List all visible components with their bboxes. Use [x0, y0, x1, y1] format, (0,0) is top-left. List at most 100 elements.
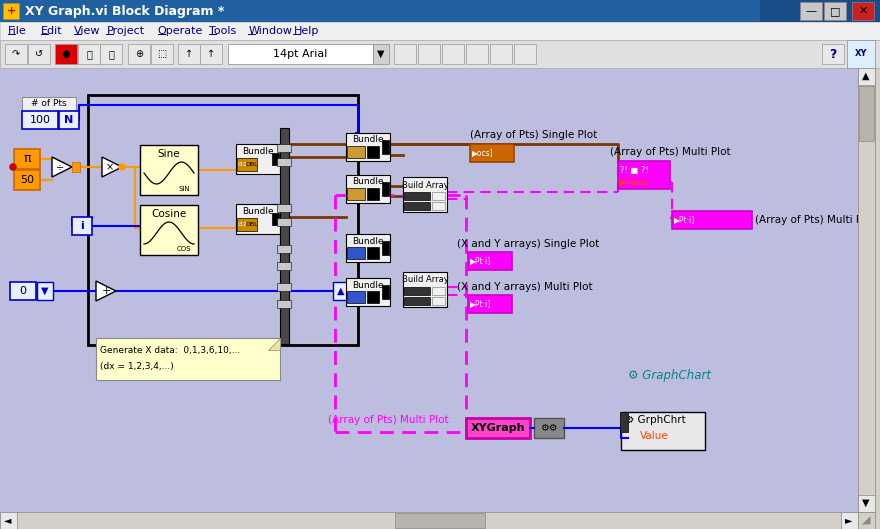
- Text: (Array of Pts) Multi Plot: (Array of Pts) Multi Plot: [328, 415, 449, 425]
- Text: □: □: [830, 6, 840, 16]
- FancyBboxPatch shape: [395, 513, 485, 528]
- Text: Sine: Sine: [158, 149, 180, 159]
- Text: File: File: [8, 26, 26, 36]
- FancyBboxPatch shape: [394, 44, 416, 64]
- Text: +: +: [6, 6, 16, 16]
- FancyBboxPatch shape: [672, 211, 752, 229]
- FancyBboxPatch shape: [277, 245, 291, 253]
- FancyBboxPatch shape: [236, 144, 280, 174]
- FancyBboxPatch shape: [470, 144, 514, 162]
- FancyBboxPatch shape: [37, 282, 53, 300]
- Text: Project: Project: [106, 26, 144, 36]
- Text: (Array of Pts) Multi Plot: (Array of Pts) Multi Plot: [610, 147, 730, 157]
- FancyBboxPatch shape: [237, 218, 257, 231]
- FancyBboxPatch shape: [382, 241, 389, 255]
- Text: ↺: ↺: [35, 49, 43, 59]
- FancyBboxPatch shape: [367, 247, 379, 259]
- FancyBboxPatch shape: [93, 100, 353, 340]
- FancyBboxPatch shape: [0, 0, 880, 22]
- FancyBboxPatch shape: [858, 512, 875, 529]
- Text: Cosine: Cosine: [151, 209, 187, 219]
- FancyBboxPatch shape: [432, 287, 445, 295]
- FancyBboxPatch shape: [347, 291, 365, 303]
- Text: XY: XY: [854, 50, 868, 59]
- Text: XY Graph.vi Block Diagram *: XY Graph.vi Block Diagram *: [25, 5, 224, 17]
- FancyBboxPatch shape: [404, 287, 430, 295]
- Text: ⚙ GraphChart: ⚙ GraphChart: [628, 369, 711, 382]
- Circle shape: [119, 164, 125, 170]
- FancyBboxPatch shape: [140, 145, 198, 195]
- FancyBboxPatch shape: [178, 44, 200, 64]
- FancyBboxPatch shape: [22, 111, 58, 129]
- Text: ↑: ↑: [207, 49, 215, 59]
- Text: Operate: Operate: [158, 26, 203, 36]
- FancyBboxPatch shape: [0, 68, 858, 512]
- Text: Build Array: Build Array: [401, 276, 449, 285]
- Text: ×: ×: [106, 162, 114, 172]
- Text: i: i: [80, 221, 84, 231]
- FancyBboxPatch shape: [22, 97, 76, 111]
- FancyBboxPatch shape: [621, 412, 705, 450]
- FancyBboxPatch shape: [822, 44, 844, 64]
- FancyBboxPatch shape: [0, 0, 760, 22]
- FancyBboxPatch shape: [346, 234, 390, 262]
- FancyBboxPatch shape: [88, 95, 358, 345]
- FancyBboxPatch shape: [382, 140, 389, 154]
- Text: ⚙⚙: ⚙⚙: [540, 423, 558, 433]
- FancyBboxPatch shape: [78, 44, 100, 64]
- Text: (Array of Pts) Multi Plot: (Array of Pts) Multi Plot: [755, 215, 876, 225]
- Text: ▶Pt·i]: ▶Pt·i]: [470, 299, 491, 308]
- Text: Tools: Tools: [209, 26, 237, 36]
- Text: ÷: ÷: [56, 162, 64, 172]
- FancyBboxPatch shape: [442, 44, 464, 64]
- FancyBboxPatch shape: [200, 44, 222, 64]
- Text: 50: 50: [20, 175, 34, 185]
- FancyBboxPatch shape: [418, 44, 440, 64]
- Text: ►: ►: [846, 515, 853, 525]
- FancyBboxPatch shape: [367, 188, 379, 200]
- FancyBboxPatch shape: [490, 44, 512, 64]
- FancyBboxPatch shape: [346, 133, 390, 161]
- FancyBboxPatch shape: [5, 44, 27, 64]
- FancyBboxPatch shape: [272, 153, 279, 165]
- Polygon shape: [96, 281, 116, 301]
- FancyBboxPatch shape: [277, 300, 291, 308]
- FancyBboxPatch shape: [151, 44, 173, 64]
- FancyBboxPatch shape: [347, 247, 365, 259]
- Text: Bundle: Bundle: [352, 178, 384, 187]
- FancyBboxPatch shape: [618, 161, 670, 189]
- FancyBboxPatch shape: [468, 295, 512, 313]
- Text: ▶Pt·i]: ▶Pt·i]: [674, 215, 695, 224]
- Text: Bundle: Bundle: [242, 147, 274, 156]
- FancyBboxPatch shape: [382, 285, 389, 299]
- FancyBboxPatch shape: [228, 44, 373, 64]
- Text: ▶Pt·i]: ▶Pt·i]: [470, 257, 491, 266]
- Text: ▼: ▼: [862, 498, 869, 508]
- FancyBboxPatch shape: [100, 44, 122, 64]
- Text: ?: ?: [829, 48, 837, 60]
- FancyBboxPatch shape: [277, 158, 291, 166]
- Text: (Array of Pts) Single Plot: (Array of Pts) Single Plot: [470, 130, 598, 140]
- FancyBboxPatch shape: [277, 218, 291, 226]
- FancyBboxPatch shape: [277, 144, 291, 152]
- Text: DBL: DBL: [246, 161, 259, 167]
- FancyBboxPatch shape: [280, 128, 289, 344]
- FancyBboxPatch shape: [333, 282, 349, 300]
- Text: ✕: ✕: [858, 6, 868, 16]
- Text: (X and Y arrays) Single Plot: (X and Y arrays) Single Plot: [457, 239, 599, 249]
- Text: ▲: ▲: [337, 286, 345, 296]
- FancyBboxPatch shape: [404, 297, 430, 305]
- Text: 💡: 💡: [108, 49, 114, 59]
- FancyBboxPatch shape: [0, 512, 858, 529]
- FancyBboxPatch shape: [800, 2, 822, 20]
- Text: Window: Window: [248, 26, 292, 36]
- FancyBboxPatch shape: [346, 175, 390, 203]
- FancyBboxPatch shape: [140, 205, 198, 255]
- FancyBboxPatch shape: [858, 68, 875, 85]
- FancyBboxPatch shape: [847, 40, 875, 68]
- Text: ▼: ▼: [41, 286, 48, 296]
- FancyBboxPatch shape: [0, 22, 880, 40]
- Text: Bundle: Bundle: [242, 206, 274, 215]
- FancyBboxPatch shape: [432, 202, 445, 210]
- FancyBboxPatch shape: [468, 252, 512, 270]
